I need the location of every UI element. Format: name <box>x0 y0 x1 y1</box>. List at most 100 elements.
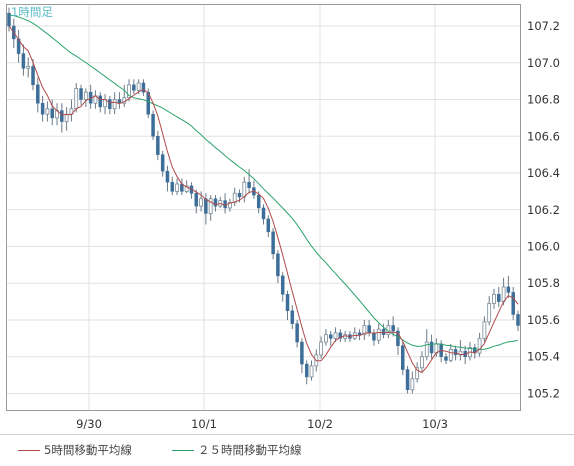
y-tick-label: 105.8 <box>527 276 560 290</box>
x-tick-label: 9/30 <box>76 417 102 431</box>
candle-down <box>141 82 146 93</box>
candle-up <box>492 293 496 304</box>
candle-up <box>45 108 50 115</box>
candle-up <box>136 82 141 91</box>
candle-up <box>175 183 179 192</box>
candle-down <box>108 99 112 109</box>
candle-down <box>213 198 218 207</box>
legend-label-ma5: 5時間移動平均線 <box>44 443 132 457</box>
y-tick-label: 107.2 <box>527 19 560 33</box>
candle-down <box>328 334 333 339</box>
candle-down <box>79 88 83 100</box>
candle-up <box>227 202 232 209</box>
candle-up <box>448 348 453 361</box>
candle-down <box>357 332 362 335</box>
candle-down <box>237 192 242 198</box>
y-tick-label: 106.6 <box>527 129 560 143</box>
candle-up <box>482 321 487 339</box>
y-tick-label: 106.2 <box>527 203 560 217</box>
y-tick-label: 105.6 <box>527 313 560 327</box>
candle-down <box>280 275 285 295</box>
legend-swatch-ma5 <box>18 450 40 451</box>
candle-down <box>60 110 64 122</box>
candle-down <box>98 95 102 108</box>
candle-down <box>405 369 410 391</box>
chart-title: 1時間足 <box>11 5 53 19</box>
candle-up <box>415 367 420 380</box>
candle-down <box>367 325 371 334</box>
candle-down <box>290 310 295 324</box>
candle-up <box>333 332 338 339</box>
candle-down <box>266 218 271 233</box>
candle-down <box>511 292 515 315</box>
candle-up <box>362 325 367 336</box>
candle-down <box>444 356 448 361</box>
y-tick-label: 105.2 <box>527 386 560 400</box>
candle-down <box>516 314 520 326</box>
candle-down <box>372 332 376 341</box>
ma25-line <box>8 14 519 350</box>
candle-down <box>453 349 458 356</box>
x-tick-label: 10/1 <box>191 417 217 431</box>
candle-up <box>199 198 203 207</box>
candle-down <box>497 294 501 302</box>
candle-up <box>64 113 69 122</box>
candle-down <box>338 332 343 339</box>
candle-up <box>319 341 324 356</box>
candle-up <box>324 334 328 343</box>
candle-up <box>420 356 424 369</box>
candle-up <box>477 337 482 354</box>
candle-down <box>391 325 395 332</box>
candle-down <box>132 84 136 91</box>
candle-down <box>170 181 175 192</box>
legend: 5時間移動平均線 ２５時間移動平均線 <box>0 434 574 463</box>
candle-down <box>146 91 151 115</box>
candle-up <box>424 341 429 358</box>
candle-down <box>295 323 299 343</box>
candle-up <box>410 378 415 391</box>
candle-up <box>501 286 506 303</box>
candle-down <box>276 253 280 277</box>
legend-item-ma5: 5時間移動平均線 <box>18 442 132 458</box>
candle-down <box>506 286 511 293</box>
candle-up <box>309 365 314 378</box>
candle-down <box>21 53 26 69</box>
candle-up <box>127 84 131 99</box>
y-tick-label: 107.0 <box>527 56 560 70</box>
candle-down <box>165 170 170 183</box>
candle-down <box>261 207 266 220</box>
candle-down <box>204 198 208 214</box>
candle-up <box>112 99 117 110</box>
candle-up <box>83 91 88 100</box>
y-tick-label: 106.0 <box>527 239 560 253</box>
candle-down <box>40 102 45 115</box>
candle-up <box>208 198 213 214</box>
candle-down <box>156 136 160 155</box>
candle-down <box>429 341 434 354</box>
candle-down <box>271 231 275 255</box>
candle-down <box>256 194 261 209</box>
candle-down <box>36 84 40 104</box>
candle-down <box>300 341 304 365</box>
ma5-line <box>8 25 519 374</box>
candle-up <box>184 185 189 192</box>
y-tick-label: 106.8 <box>527 93 560 107</box>
plot-frame <box>6 4 521 411</box>
candle-down <box>160 154 165 172</box>
candle-down <box>285 294 290 312</box>
candle-down <box>401 345 405 370</box>
candle-down <box>304 363 309 378</box>
candle-down <box>247 181 251 188</box>
legend-label-ma25: ２５時間移動平均線 <box>198 443 302 457</box>
candle-up <box>376 328 381 341</box>
x-tick-label: 10/3 <box>422 417 448 431</box>
candle-up <box>434 343 439 354</box>
candle-up <box>242 181 247 198</box>
y-tick-label: 106.4 <box>527 166 560 180</box>
candle-down <box>50 108 54 119</box>
candle-up <box>487 303 492 323</box>
candle-up <box>74 88 79 110</box>
legend-item-ma25: ２５時間移動平均線 <box>172 442 302 458</box>
